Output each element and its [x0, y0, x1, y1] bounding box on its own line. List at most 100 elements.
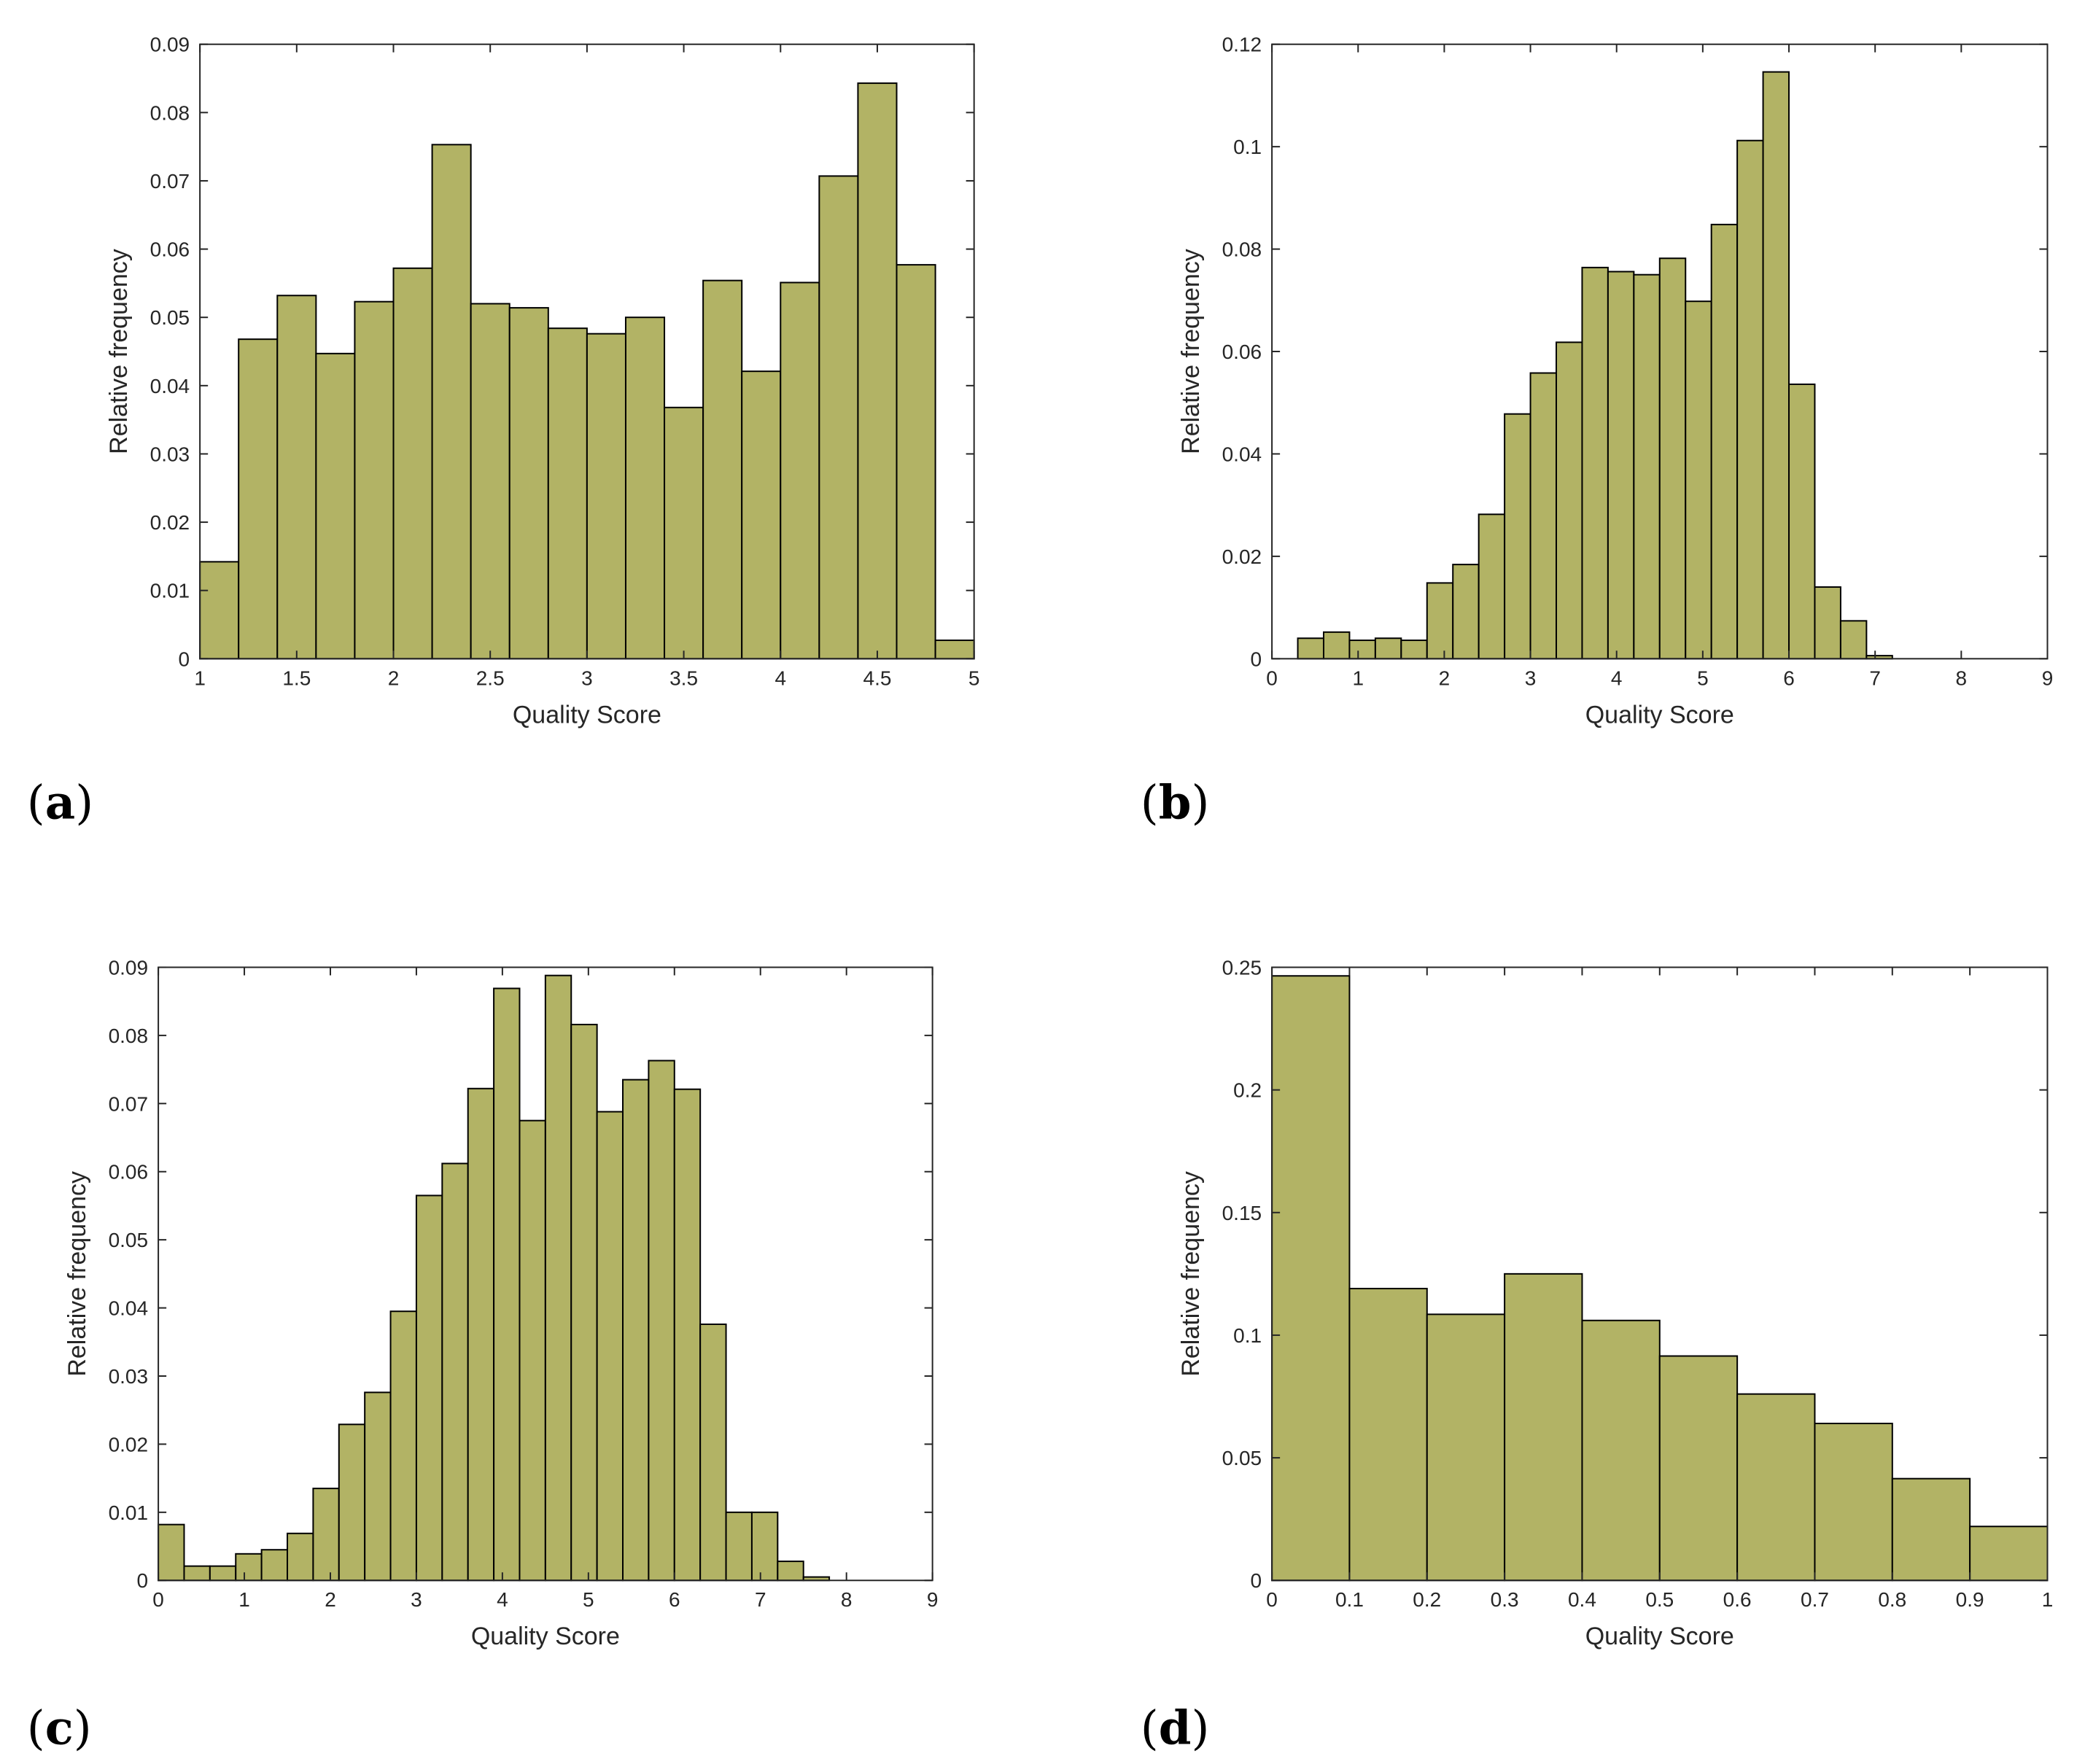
- y-tick-label: 0.08: [109, 1025, 149, 1047]
- x-axis-title: Quality Score: [471, 1623, 620, 1650]
- histogram-bar: 0.0184: [1452, 564, 1480, 660]
- y-tick-label: 0: [137, 1569, 149, 1592]
- y-tick-label: 0.04: [150, 375, 190, 397]
- y-tick-label: 0.08: [1222, 238, 1262, 261]
- x-tick-label: 4.5: [863, 667, 892, 689]
- x-tick-label: 0.2: [1413, 1588, 1441, 1611]
- y-tick-label: 0.09: [109, 956, 149, 979]
- histogram-panel-a: 0.01420.04680.05320.04470.05230.05720.07…: [27, 34, 980, 831]
- x-tick-label: 6: [669, 1588, 680, 1611]
- histogram-bar: 0.0069: [287, 1532, 314, 1582]
- histogram-bar: 0.01: [750, 1511, 779, 1582]
- panel-label: (b): [1141, 775, 1210, 830]
- x-tick-label: 0.9: [1956, 1588, 1984, 1611]
- x-tick-label: 2: [388, 667, 400, 689]
- x-tick-label: 6: [1783, 667, 1795, 689]
- y-tick-label: 0: [1251, 648, 1262, 670]
- histogram-bar: 0.2465: [1271, 975, 1351, 1582]
- x-tick-label: 0.3: [1491, 1588, 1519, 1611]
- x-tick-label: 0.1: [1335, 1588, 1364, 1611]
- x-axis-title: Quality Score: [513, 701, 661, 728]
- plot-frame: [158, 966, 933, 1582]
- y-tick-label: 0.04: [109, 1297, 149, 1320]
- histogram-bar: 0.0229: [338, 1423, 366, 1582]
- x-tick-label: 0.5: [1645, 1588, 1674, 1611]
- y-tick-label: 0.07: [109, 1092, 149, 1115]
- y-tick-label: 0.02: [150, 511, 190, 534]
- histogram-bar: 0.0782: [1658, 257, 1687, 660]
- y-tick-label: 0: [179, 648, 190, 670]
- y-tick-label: 0.15: [1222, 1202, 1262, 1224]
- x-tick-label: 3: [581, 667, 593, 689]
- x-tick-label: 0: [1266, 667, 1278, 689]
- histogram-bar: 0.0753: [431, 144, 472, 660]
- x-tick-label: 5: [583, 1588, 594, 1611]
- y-axis-title: Relative frequency: [105, 249, 133, 454]
- x-tick-label: 0.8: [1878, 1588, 1906, 1611]
- histogram-bar: 0.05: [624, 316, 666, 660]
- histogram-bar: 0.0536: [1788, 383, 1816, 660]
- histogram-bar: 0.0721: [673, 1088, 702, 1582]
- x-tick-label: 9: [2042, 667, 2054, 689]
- x-tick-label: 1: [2042, 1588, 2054, 1611]
- histogram-bar: 0.022: [1969, 1526, 2049, 1582]
- histogram-bar: 0.01: [725, 1511, 753, 1582]
- x-tick-label: 9: [927, 1588, 939, 1611]
- histogram-bar: 0.0021: [209, 1565, 237, 1582]
- histogram-bar: 0.014: [1814, 586, 1841, 660]
- histogram-bar: 0.0612: [441, 1162, 469, 1582]
- x-tick-label: 2.5: [476, 667, 505, 689]
- histogram-bar: 0.0368: [664, 406, 704, 660]
- x-axis-title: Quality Score: [1585, 701, 1734, 728]
- histogram-bar: 0.0688: [596, 1111, 624, 1582]
- histogram-bar: 0.0523: [354, 300, 395, 660]
- histogram-bar: 0.0028: [777, 1561, 804, 1582]
- histogram-bar: 0.0532: [276, 295, 317, 660]
- y-tick-label: 0.07: [150, 170, 190, 193]
- histogram-bar: 0.0036: [1400, 640, 1428, 660]
- histogram-bar: 0.004: [1374, 637, 1402, 660]
- y-tick-label: 0.03: [109, 1365, 149, 1388]
- histogram-bar: 0.0021: [183, 1565, 211, 1582]
- y-tick-label: 0.05: [109, 1229, 149, 1251]
- histogram-bar: 0.0915: [1658, 1355, 1739, 1582]
- histogram-bar: 0.125: [1504, 1273, 1583, 1582]
- histogram-bar: 0.0484: [547, 327, 588, 660]
- histogram-bar: 0.004: [1297, 637, 1324, 660]
- x-tick-label: 4: [497, 1588, 508, 1611]
- histogram-bar: 0.0618: [1556, 341, 1583, 660]
- histogram-bar: 0.052: [470, 303, 510, 660]
- histogram-bar: 0.064: [1814, 1423, 1893, 1582]
- x-tick-label: 8: [1956, 667, 1968, 689]
- histogram-panel-c: 0.00820.00210.00210.00390.00450.00690.01…: [27, 956, 939, 1755]
- histogram-bar: 0.1085: [1426, 1313, 1506, 1582]
- histogram-bar: 0.119: [1348, 1288, 1428, 1582]
- histogram-bar: 0.0476: [586, 333, 626, 660]
- y-tick-label: 0.02: [1222, 545, 1262, 568]
- x-tick-label: 8: [841, 1588, 853, 1611]
- histogram-bar: 0.0735: [622, 1079, 650, 1582]
- x-tick-label: 3.5: [669, 667, 698, 689]
- histogram-bar: 0.0888: [544, 974, 572, 1582]
- histogram-bar: 0.0514: [508, 307, 549, 660]
- y-tick-label: 0.04: [1222, 443, 1262, 465]
- histogram-bar: 0.0468: [238, 338, 279, 660]
- y-tick-label: 0.1: [1233, 136, 1262, 158]
- y-tick-label: 0.06: [150, 238, 190, 261]
- y-tick-label: 0.25: [1222, 956, 1262, 979]
- histogram-bar: 0.0282: [1478, 513, 1506, 660]
- histogram-bar: 0.106: [1581, 1319, 1661, 1582]
- x-tick-label: 2: [325, 1588, 336, 1611]
- histogram-bar: 0.0052: [1322, 631, 1351, 660]
- histogram-bar: 0.0395: [389, 1310, 417, 1582]
- y-axis-title: Relative frequency: [1177, 249, 1205, 454]
- x-tick-label: 0.4: [1568, 1588, 1596, 1611]
- histogram-bar: 0.0572: [392, 267, 433, 660]
- histogram-bar: 0.0074: [1839, 620, 1868, 660]
- x-tick-label: 0.7: [1801, 1588, 1829, 1611]
- y-tick-label: 0.01: [109, 1501, 149, 1524]
- y-tick-label: 0.02: [109, 1433, 149, 1456]
- histogram-bar: 0.0816: [570, 1023, 598, 1582]
- histogram-bar: 0.0447: [315, 352, 356, 660]
